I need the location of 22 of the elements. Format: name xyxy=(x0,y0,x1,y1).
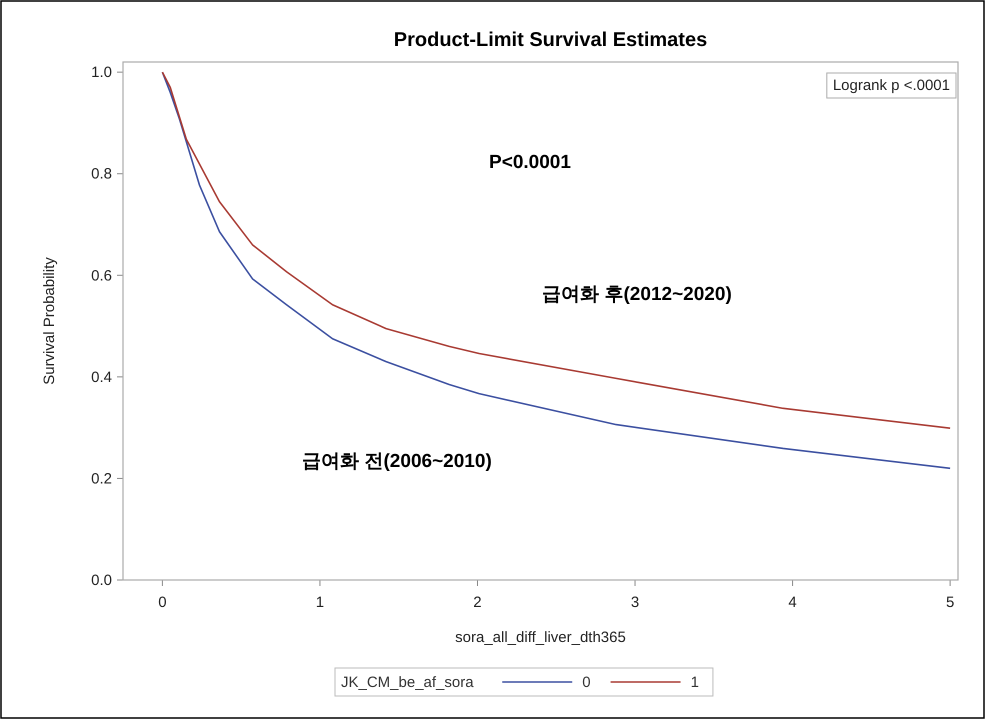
x-tick-label: 3 xyxy=(630,594,640,611)
y-tick-label: 0.0 xyxy=(91,572,112,589)
y-tick-label: 0.2 xyxy=(91,470,112,488)
annotation: 급여화 전(2006~2010) xyxy=(302,451,492,472)
annotation: P<0.0001 xyxy=(489,152,572,173)
annotation: Logrank p <.0001 xyxy=(832,77,950,94)
y-axis-title: Survival Probability xyxy=(41,256,58,385)
y-tick-label: 0.6 xyxy=(91,267,112,284)
x-tick-label: 2 xyxy=(473,594,482,611)
chart-title: Product-Limit Survival Estimates xyxy=(394,29,708,51)
x-tick-label: 5 xyxy=(946,594,954,611)
x-tick-label: 4 xyxy=(788,594,797,611)
annotation: 급여화 후(2012~2020) xyxy=(542,284,732,305)
y-tick-label: 0.4 xyxy=(91,368,112,386)
x-axis-title: sora_all_diff_liver_dth365 xyxy=(455,629,626,646)
x-tick-label: 0 xyxy=(158,594,167,611)
legend-label: 0 xyxy=(582,674,591,691)
y-tick-label: 0.8 xyxy=(91,166,112,183)
legend-label: 1 xyxy=(690,674,699,691)
y-tick-label: 1.0 xyxy=(91,64,112,82)
legend-title: JK_CM_be_af_sora xyxy=(341,674,474,691)
x-tick-label: 1 xyxy=(316,594,324,611)
